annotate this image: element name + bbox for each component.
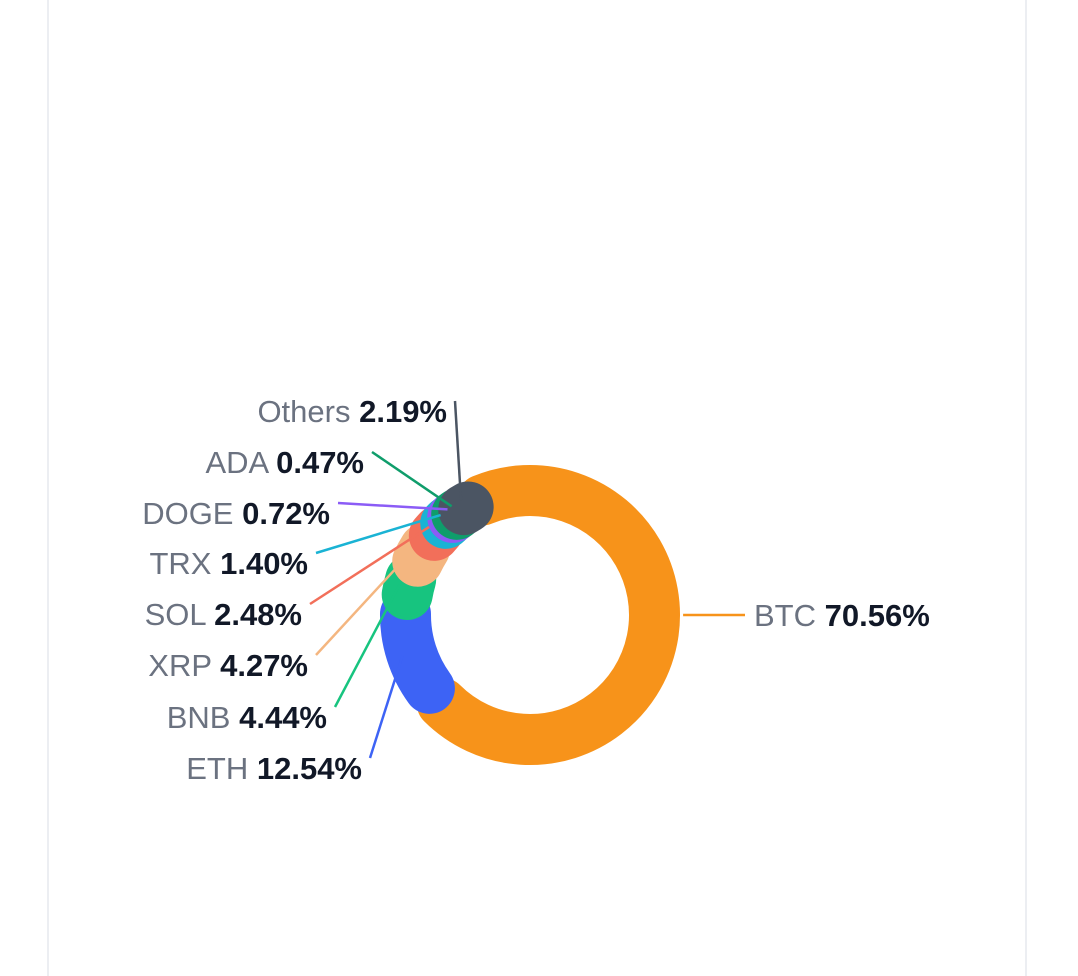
label-value-eth: 12.54% — [257, 751, 362, 786]
label-value-btc: 70.56% — [825, 598, 930, 633]
label-others: Others 2.19% — [257, 394, 447, 429]
label-value-others: 2.19% — [359, 394, 447, 429]
chart-leader-lines — [309, 400, 745, 759]
label-sol: SOL 2.48% — [145, 597, 302, 632]
label-eth: ETH 12.54% — [186, 751, 362, 786]
label-name-sol: SOL — [145, 597, 215, 632]
leader-bnb — [333, 584, 401, 708]
label-value-doge: 0.72% — [242, 496, 330, 531]
slice-others[interactable] — [438, 481, 494, 536]
label-name-eth: ETH — [186, 751, 257, 786]
label-name-trx: TRX — [149, 546, 220, 581]
slice-eth[interactable] — [380, 588, 455, 714]
label-name-doge: DOGE — [142, 496, 242, 531]
leader-sol — [309, 525, 430, 606]
label-value-xrp: 4.27% — [220, 648, 308, 683]
leader-xrp — [315, 549, 414, 656]
label-name-others: Others — [257, 394, 359, 429]
label-value-trx: 1.40% — [220, 546, 308, 581]
label-xrp: XRP 4.27% — [148, 648, 308, 683]
label-value-sol: 2.48% — [214, 597, 302, 632]
label-ada: ADA 0.47% — [205, 445, 364, 480]
leader-doge — [337, 501, 448, 511]
leader-trx — [315, 513, 441, 555]
label-name-ada: ADA — [205, 445, 276, 480]
leader-others — [453, 400, 463, 501]
chart-slices — [380, 465, 680, 765]
label-doge: DOGE 0.72% — [142, 496, 330, 531]
label-trx: TRX 1.40% — [149, 546, 308, 581]
chart-labels: BTC 70.56%ETH 12.54%BNB 4.44%XRP 4.27%SO… — [142, 394, 930, 786]
label-name-btc: BTC — [754, 598, 825, 633]
leader-ada — [371, 450, 453, 508]
slice-btc[interactable] — [416, 465, 680, 765]
label-bnb: BNB 4.44% — [167, 700, 327, 735]
label-name-bnb: BNB — [167, 700, 239, 735]
leader-eth — [368, 655, 404, 759]
label-btc: BTC 70.56% — [754, 598, 930, 633]
label-name-xrp: XRP — [148, 648, 220, 683]
label-value-ada: 0.47% — [276, 445, 364, 480]
label-value-bnb: 4.44% — [239, 700, 327, 735]
